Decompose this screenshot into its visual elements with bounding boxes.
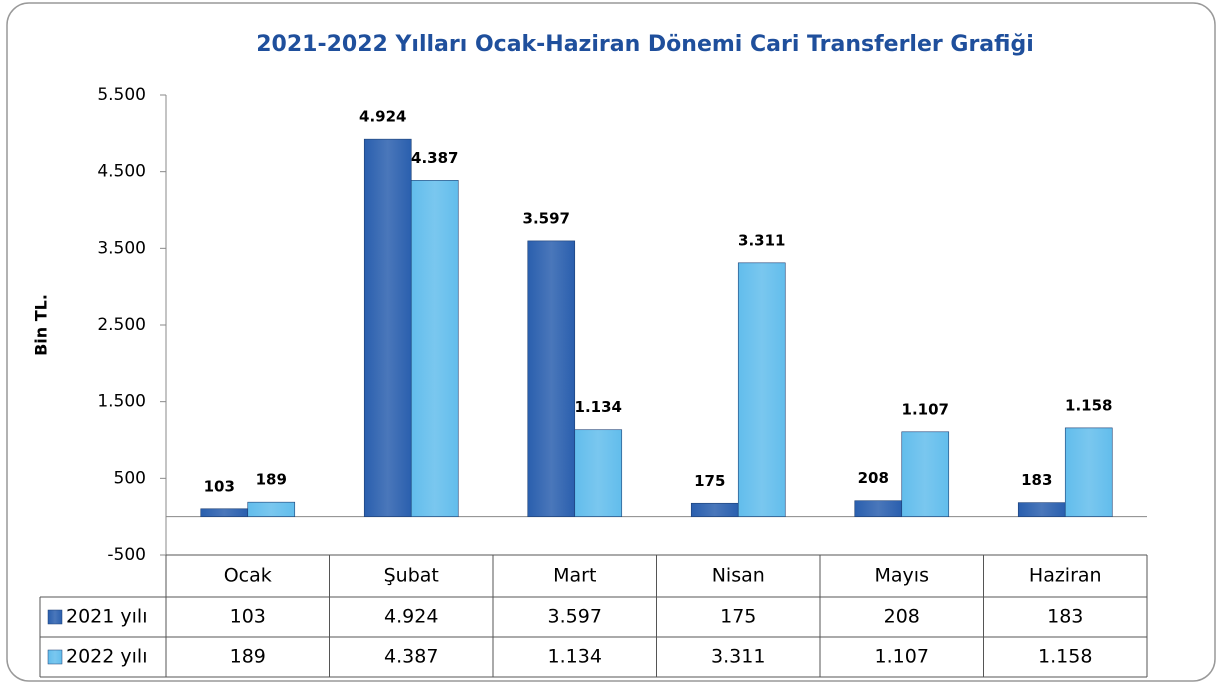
bar (737, 262, 786, 517)
legend-label: 2022 yılı (66, 646, 147, 668)
data-label: 3.597 (523, 209, 570, 227)
table-cell: 3.597 (548, 606, 602, 628)
data-label: 208 (858, 469, 889, 487)
table-cell: 1.134 (548, 646, 602, 668)
data-label: 3.311 (738, 231, 785, 249)
bar (574, 429, 623, 517)
bar (200, 508, 249, 517)
y-axis-label: Bin TL. (32, 294, 51, 356)
y-tick-label: -500 (107, 545, 146, 565)
x-tick-label: Ocak (224, 565, 272, 587)
chart-title: 2021-2022 Yılları Ocak-Haziran Dönemi Ca… (256, 32, 1034, 57)
y-tick-label: 5.500 (97, 85, 146, 105)
x-tick-label: Haziran (1029, 565, 1102, 587)
bar (901, 431, 950, 517)
x-tick-label: Mart (553, 565, 596, 587)
y-tick-label: 500 (114, 468, 146, 488)
x-tick-label: Mayıs (875, 565, 929, 587)
legend-label: 2021 yılı (66, 606, 147, 628)
bar (247, 501, 296, 517)
table-cell: 1.107 (875, 646, 929, 668)
table-cell: 189 (230, 646, 266, 668)
x-tick-label: Şubat (384, 565, 439, 587)
bar (363, 138, 412, 517)
bar (1017, 502, 1066, 517)
table-cell: 175 (720, 606, 756, 628)
data-label: 183 (1021, 471, 1052, 489)
legend-key (47, 649, 63, 665)
data-label: 4.924 (359, 108, 406, 126)
data-label: 1.107 (902, 400, 949, 418)
bar (1064, 427, 1113, 517)
table-cell: 3.311 (711, 646, 765, 668)
table-cell: 103 (230, 606, 266, 628)
table-cell: 1.158 (1038, 646, 1092, 668)
data-label: 175 (694, 472, 725, 490)
y-tick-label: 2.500 (97, 315, 146, 335)
table-cell: 208 (884, 606, 920, 628)
table-cell: 183 (1047, 606, 1083, 628)
data-label: 4.387 (411, 149, 458, 167)
bar (690, 502, 739, 517)
x-tick-label: Nisan (712, 565, 765, 587)
bar (527, 240, 576, 517)
legend-key (47, 609, 63, 625)
data-label: 1.158 (1065, 396, 1112, 414)
bar (410, 180, 459, 517)
bar (854, 500, 903, 517)
y-tick-label: 3.500 (97, 238, 146, 258)
y-tick-label: 1.500 (97, 392, 146, 412)
data-label: 1.134 (575, 398, 622, 416)
table-cell: 4.387 (384, 646, 438, 668)
y-tick-label: 4.500 (97, 162, 146, 182)
data-label: 103 (204, 477, 235, 495)
table-cell: 4.924 (384, 606, 438, 628)
data-label: 189 (256, 471, 287, 489)
